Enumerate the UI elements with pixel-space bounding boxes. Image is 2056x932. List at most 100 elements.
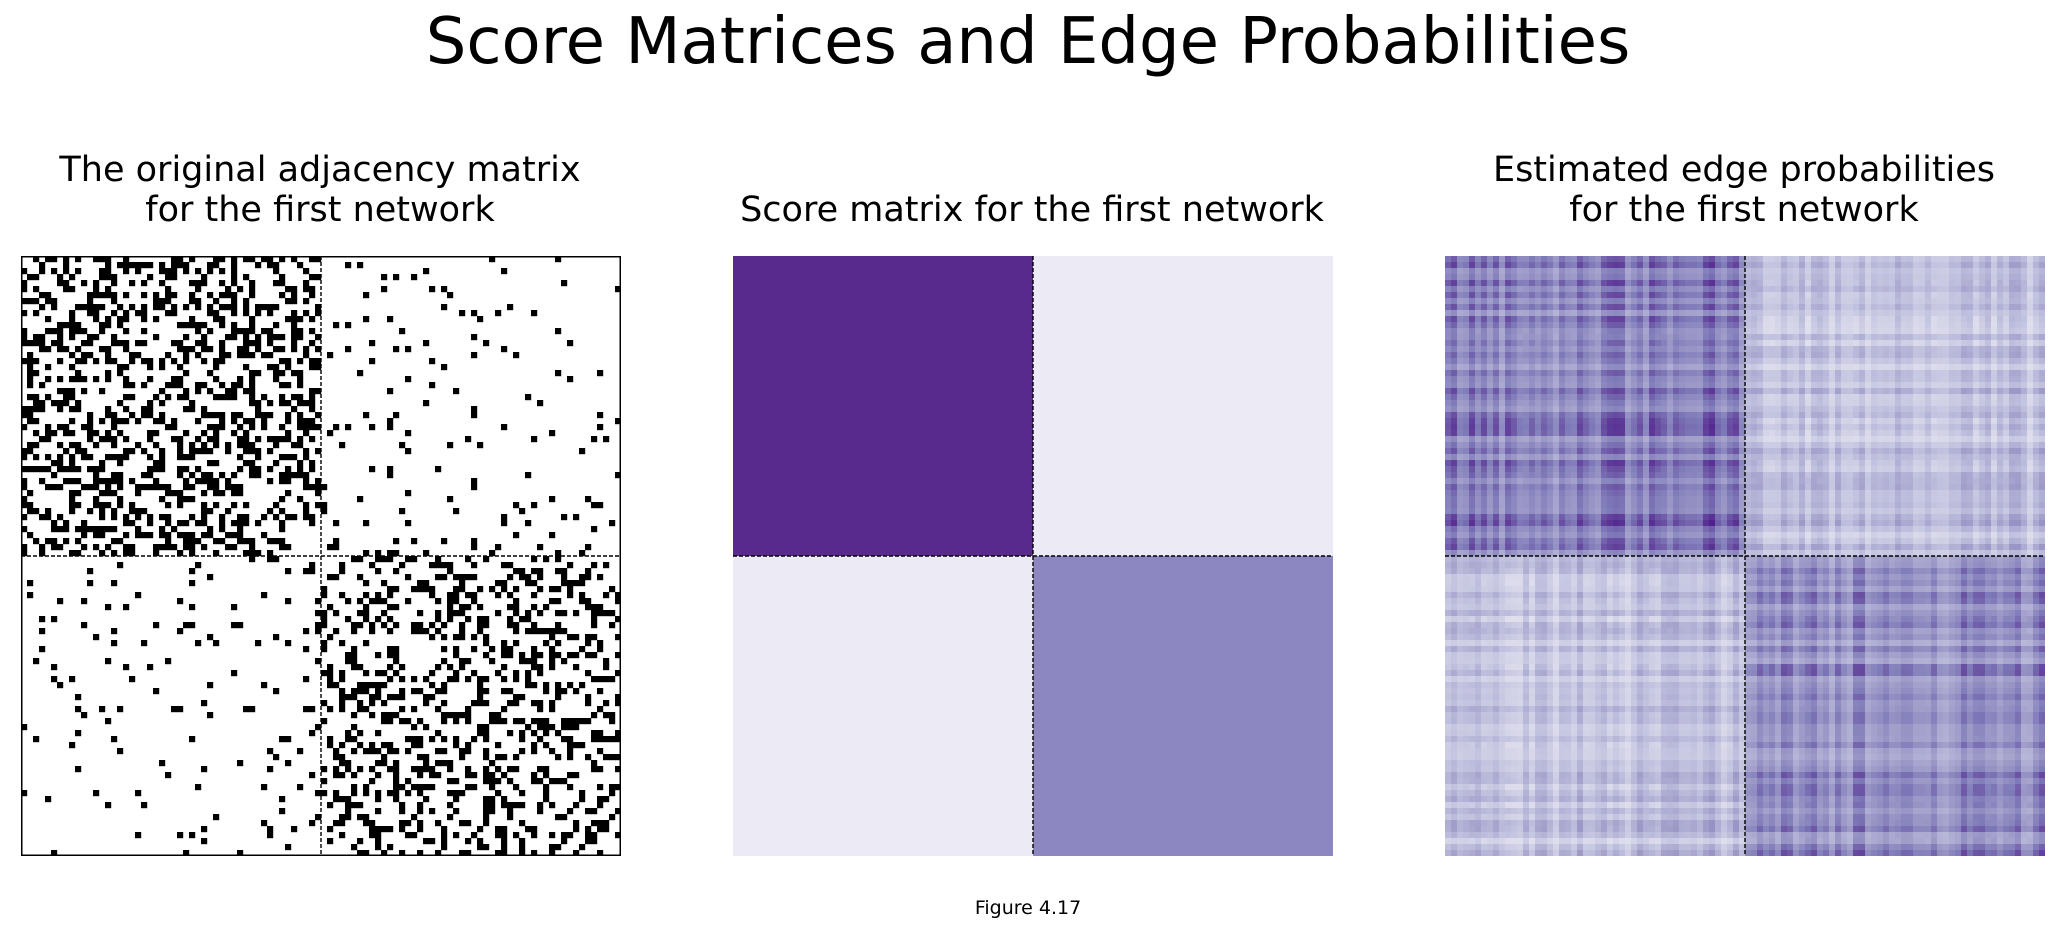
probability-cell xyxy=(1577,352,1584,359)
adjacency-cell xyxy=(165,268,172,275)
probability-cell xyxy=(1625,352,1632,359)
adjacency-cell xyxy=(363,688,370,695)
probability-cell xyxy=(1907,376,1914,383)
adjacency-cell xyxy=(381,556,388,563)
probability-cell xyxy=(1781,430,1788,437)
adjacency-cell xyxy=(507,574,514,581)
probability-cell xyxy=(1835,310,1842,317)
probability-cell xyxy=(1601,286,1608,293)
probability-cell xyxy=(1931,406,1938,413)
probability-cell xyxy=(1691,388,1698,395)
adjacency-cell xyxy=(471,352,478,359)
adjacency-cell xyxy=(387,790,394,797)
probability-cell xyxy=(1925,292,1932,299)
adjacency-cell xyxy=(243,346,250,353)
probability-cell xyxy=(1469,388,1476,395)
adjacency-cell xyxy=(99,478,106,485)
probability-cell xyxy=(1859,370,1866,377)
probability-cell xyxy=(1679,418,1686,425)
probability-cell xyxy=(2009,316,2016,323)
adjacency-cell xyxy=(555,730,562,737)
probability-cell xyxy=(1769,304,1776,311)
adjacency-cell xyxy=(27,358,34,365)
adjacency-cell xyxy=(393,646,400,653)
adjacency-cell xyxy=(129,262,136,269)
adjacency-cell xyxy=(165,658,172,665)
adjacency-cell xyxy=(63,430,70,437)
adjacency-cell xyxy=(453,778,460,785)
adjacency-cell xyxy=(129,520,136,527)
adjacency-cell xyxy=(45,430,52,437)
adjacency-cell xyxy=(57,376,64,383)
probability-cell xyxy=(1949,424,1956,431)
probability-cell xyxy=(1751,424,1758,431)
probability-cell xyxy=(1637,412,1644,419)
adjacency-cell xyxy=(441,304,448,311)
adjacency-cell xyxy=(393,604,400,611)
adjacency-cell xyxy=(477,838,484,845)
probability-cell xyxy=(1631,412,1638,419)
probability-cell xyxy=(1973,322,1980,329)
probability-cell xyxy=(1577,364,1584,371)
probability-cell xyxy=(1877,382,1884,389)
adjacency-cell xyxy=(483,778,490,785)
probability-cell xyxy=(2033,400,2040,407)
adjacency-cell xyxy=(447,760,454,767)
adjacency-cell xyxy=(207,712,214,719)
probability-cell xyxy=(1721,388,1728,395)
probability-cell xyxy=(1613,304,1620,311)
adjacency-cell xyxy=(483,556,490,563)
probability-cell xyxy=(1661,400,1668,407)
adjacency-cell xyxy=(351,628,358,635)
adjacency-cell xyxy=(489,778,496,785)
adjacency-cell xyxy=(267,832,274,839)
probability-cell xyxy=(1901,346,1908,353)
probability-cell xyxy=(1505,304,1512,311)
adjacency-cell xyxy=(345,760,352,767)
probability-cell xyxy=(1637,370,1644,377)
probability-cell xyxy=(1487,364,1494,371)
probability-cell xyxy=(2033,358,2040,365)
probability-cell xyxy=(1655,400,1662,407)
probability-cell xyxy=(1595,262,1602,269)
adjacency-cell xyxy=(285,490,292,497)
probability-cell xyxy=(1679,412,1686,419)
probability-cell xyxy=(1823,376,1830,383)
probability-cell xyxy=(1571,262,1578,269)
adjacency-cell xyxy=(501,802,508,809)
probability-cell xyxy=(1631,388,1638,395)
adjacency-cell xyxy=(597,424,604,431)
probability-cell xyxy=(1595,388,1602,395)
adjacency-cell xyxy=(183,484,190,491)
probability-cell xyxy=(2033,298,2040,305)
adjacency-cell xyxy=(189,550,196,557)
adjacency-cell xyxy=(135,484,142,491)
probability-cell xyxy=(1763,298,1770,305)
probability-cell xyxy=(1781,394,1788,401)
probability-cell xyxy=(2003,364,2010,371)
probability-cell xyxy=(1565,256,1572,263)
adjacency-cell xyxy=(291,394,298,401)
adjacency-cell xyxy=(285,436,292,443)
probability-cell xyxy=(1745,256,1752,263)
probability-cell xyxy=(1505,316,1512,323)
probability-cell xyxy=(1757,310,1764,317)
adjacency-cell xyxy=(387,556,394,563)
adjacency-cell xyxy=(429,736,436,743)
probability-cell xyxy=(1775,430,1782,437)
probability-cell xyxy=(1853,412,1860,419)
adjacency-cell xyxy=(255,346,262,353)
adjacency-cell xyxy=(399,820,406,827)
probability-cell xyxy=(1667,328,1674,335)
adjacency-cell xyxy=(21,514,28,521)
adjacency-cell xyxy=(399,442,406,449)
adjacency-cell xyxy=(603,820,610,827)
probability-cell xyxy=(1517,340,1524,347)
adjacency-cell xyxy=(213,310,220,317)
adjacency-cell xyxy=(183,496,190,503)
probability-cell xyxy=(1799,358,1806,365)
probability-cell xyxy=(1889,400,1896,407)
probability-cell xyxy=(1949,268,1956,275)
adjacency-cell xyxy=(441,574,448,581)
adjacency-cell xyxy=(381,286,388,293)
